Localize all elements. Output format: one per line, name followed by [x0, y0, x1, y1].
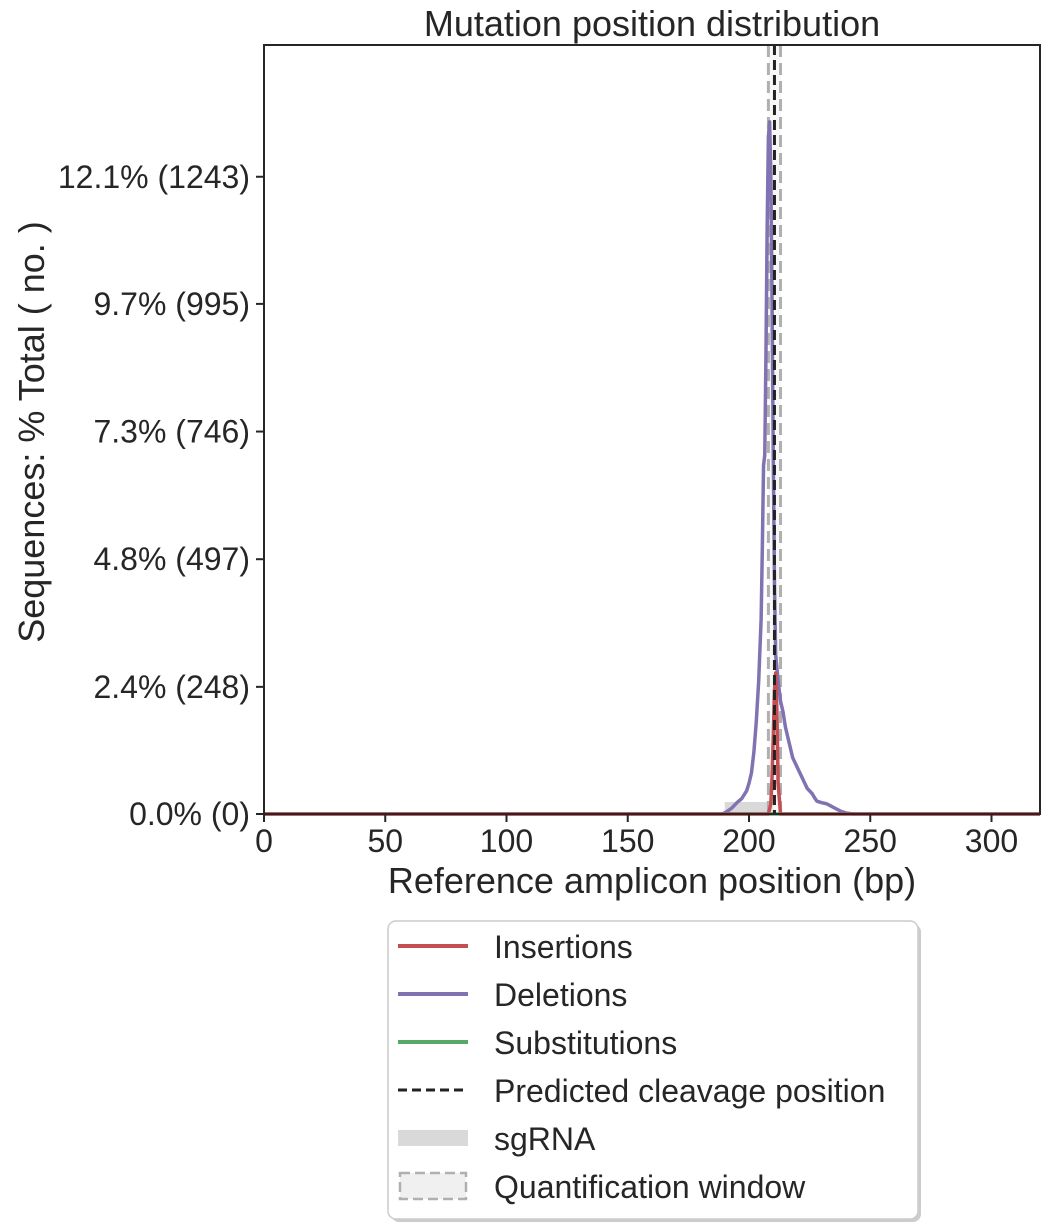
legend-swatch: [398, 1171, 468, 1201]
legend-swatch: [398, 1130, 468, 1146]
plot-frame: [263, 44, 1041, 815]
y-tick-label: 7.3% (746): [93, 414, 250, 450]
legend-entry: Quantification window: [398, 1169, 806, 1205]
legend-label: Deletions: [494, 977, 627, 1013]
chart-title: Mutation position distribution: [424, 3, 880, 44]
legend-label: Substitutions: [494, 1025, 677, 1061]
x-tick-label: 300: [965, 823, 1018, 859]
y-tick-label: 4.8% (497): [93, 541, 250, 577]
legend-label: sgRNA: [494, 1121, 596, 1157]
x-tick-label: 50: [367, 823, 403, 859]
legend-entry: Predicted cleavage position: [398, 1073, 885, 1109]
legend-entry: Substitutions: [398, 1025, 677, 1061]
axes: 0 50 100 150 200 250 300 0.0% (0) 2.4% (248) 4.8%…: [58, 44, 1041, 859]
y-tick-label: 2.4% (248): [93, 669, 250, 705]
legend-entry: Deletions: [398, 977, 627, 1013]
x-tick-label: 200: [722, 823, 775, 859]
legend-entry: sgRNA: [398, 1121, 596, 1157]
legend: Insertions Deletions Substitutions Predicte…: [387, 920, 921, 1222]
legend-label: Predicted cleavage position: [494, 1073, 885, 1109]
y-tick-label: 9.7% (995): [93, 286, 250, 322]
series-insertions-line: [264, 671, 1040, 816]
legend-label: Insertions: [494, 929, 633, 965]
x-tick-label: 0: [255, 823, 273, 859]
y-tick-label: 0.0% (0): [129, 796, 250, 832]
x-tick-label: 250: [844, 823, 897, 859]
x-tick-label: 100: [480, 823, 533, 859]
x-axis-label: Reference amplicon position (bp): [388, 860, 916, 901]
series-deletions-line: [264, 120, 1040, 816]
plot-area: [264, 45, 1040, 816]
x-tick-label: 150: [601, 823, 654, 859]
y-axis-label: Sequences: % Total ( no. ): [11, 221, 52, 643]
legend-box: [387, 920, 919, 1220]
legend-entry: Insertions: [398, 929, 633, 965]
legend-label: Quantification window: [494, 1169, 806, 1205]
y-tick-label: 12.1% (1243): [58, 159, 250, 195]
